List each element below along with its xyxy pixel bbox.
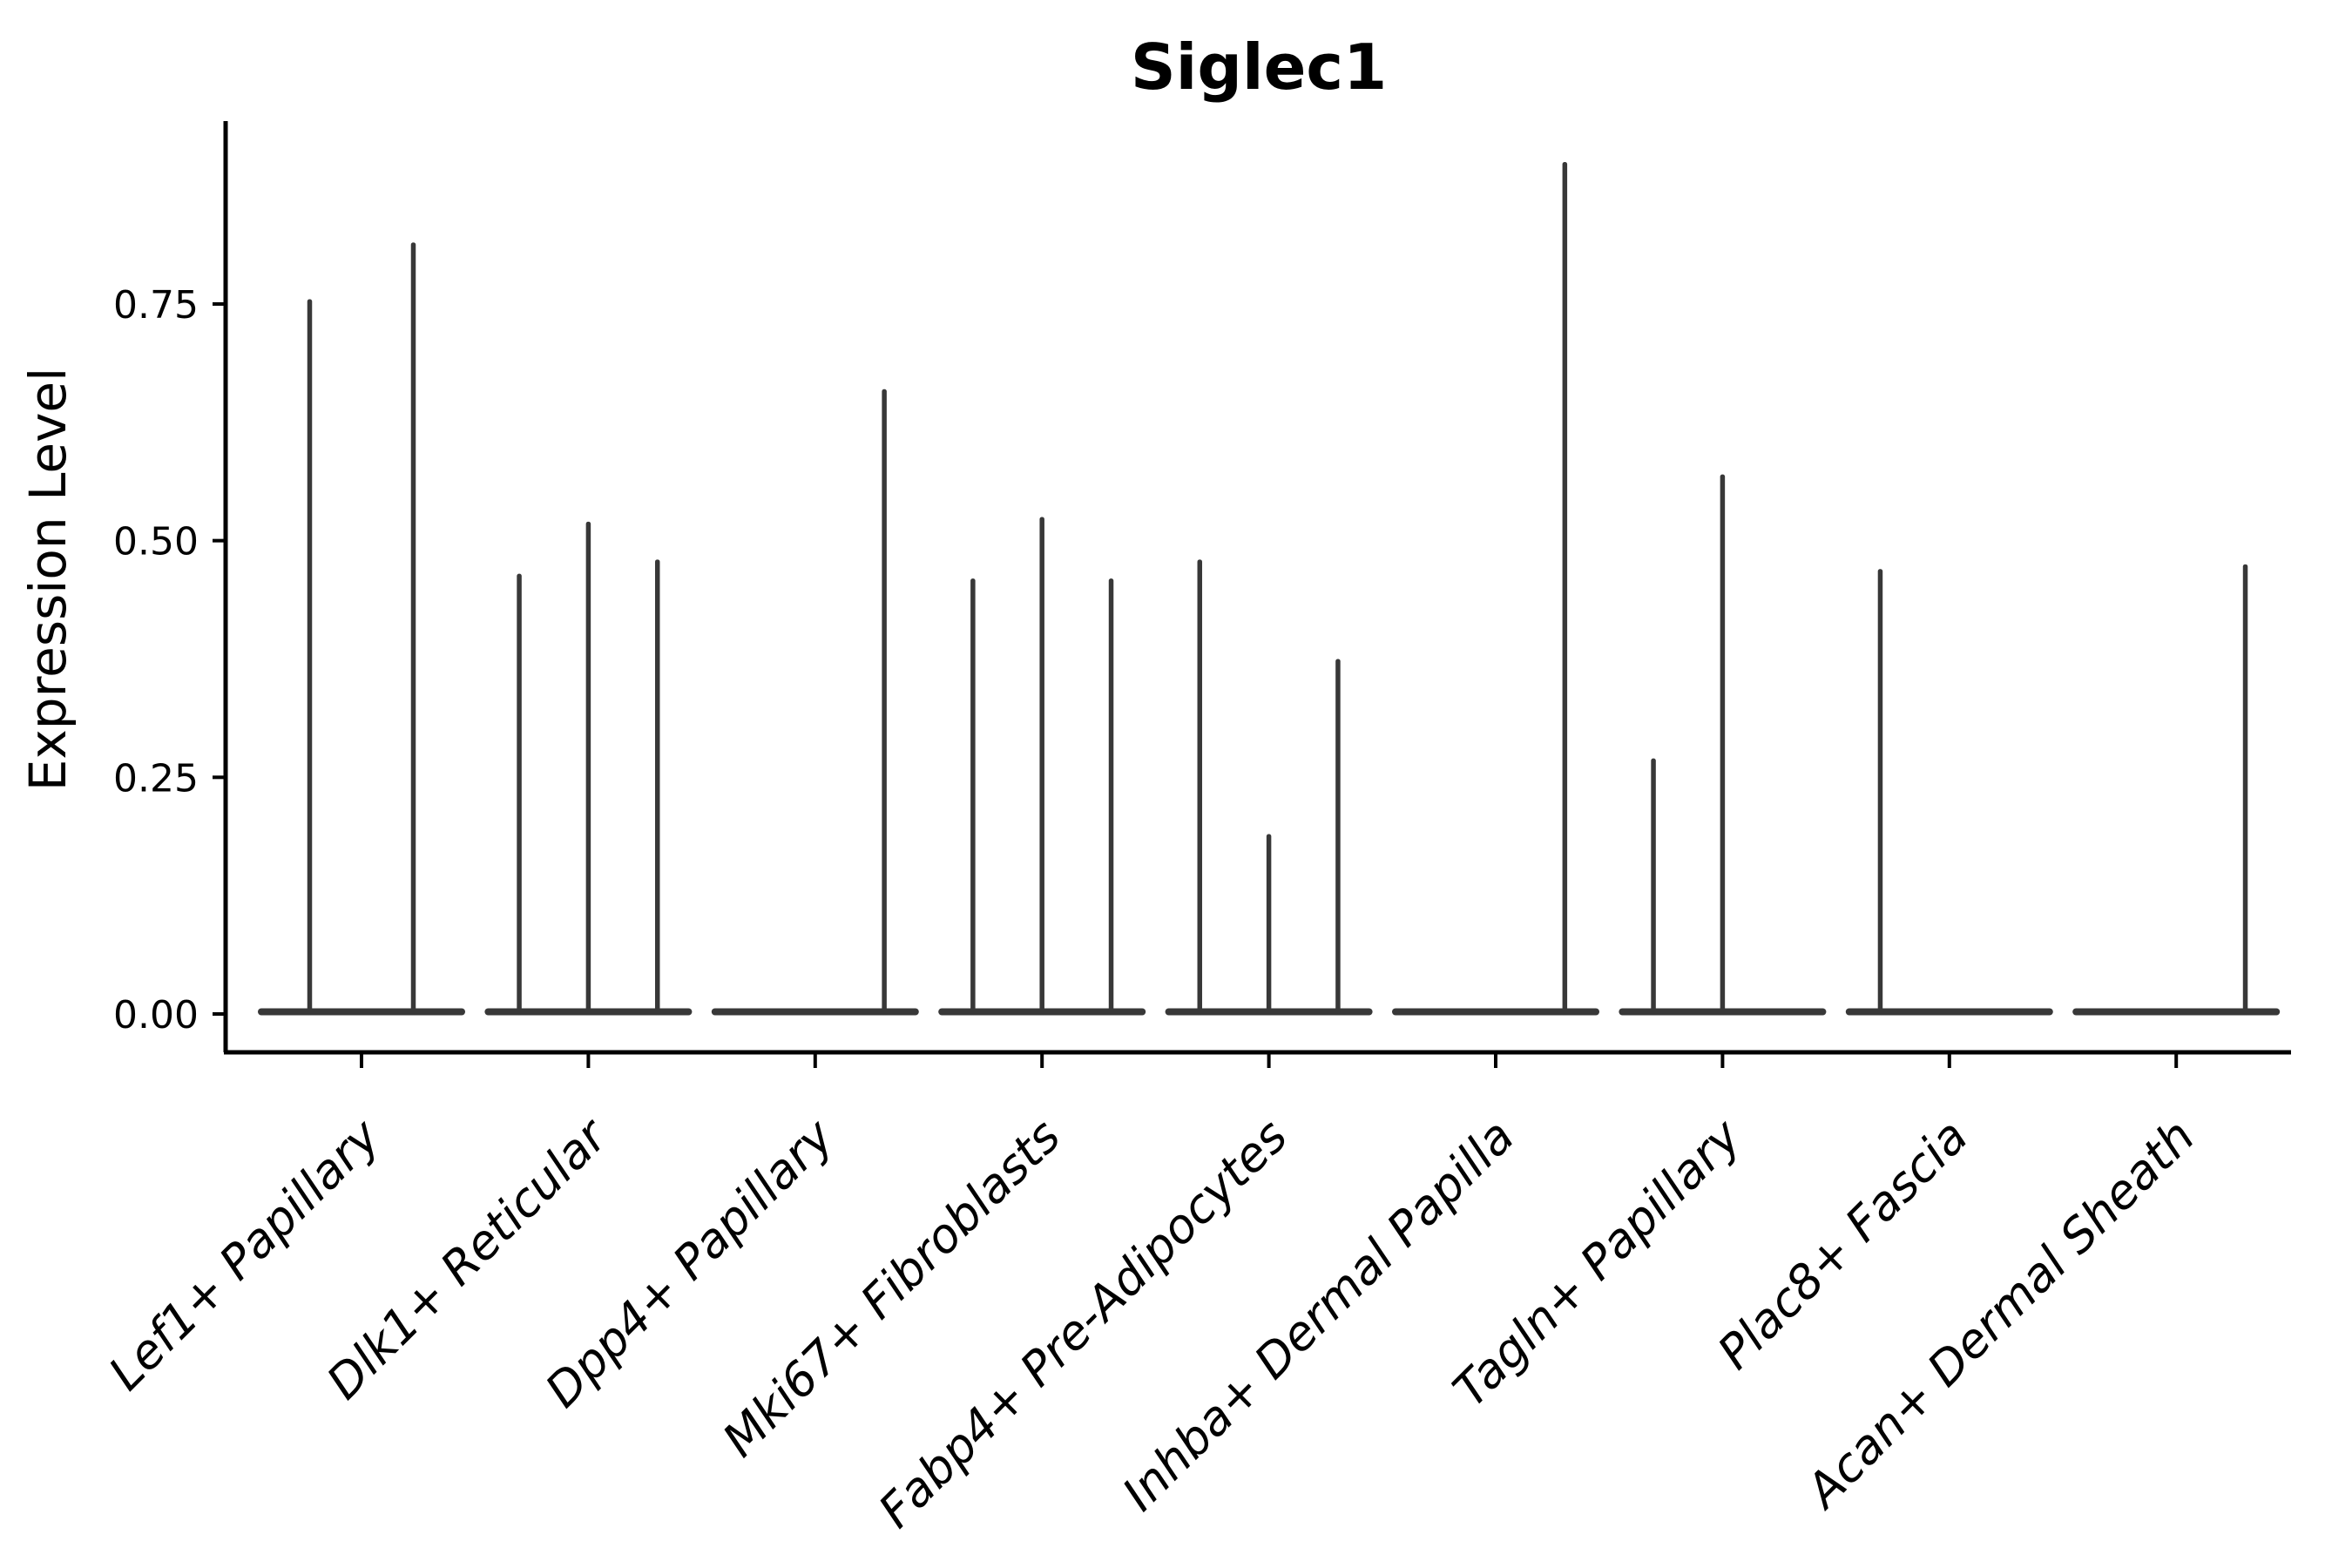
violin-spike (1197, 559, 1203, 1016)
y-tick-label: 0.25 (113, 756, 199, 801)
violin-spike (307, 299, 313, 1016)
y-tick-label: 0.75 (113, 283, 199, 328)
violin-spike (1335, 659, 1341, 1016)
violin-spike (410, 242, 416, 1016)
violin-base (1845, 1008, 2053, 1016)
violin-spike (1039, 517, 1044, 1016)
violin-spike (2242, 564, 2248, 1016)
y-axis-label: Expression Level (18, 368, 78, 791)
violin-layer (258, 161, 2281, 1016)
violin-base (1392, 1008, 1599, 1016)
violin-base (258, 1008, 465, 1016)
violin-spike (585, 521, 591, 1016)
violin-spike (970, 578, 976, 1016)
violin-spike (654, 559, 660, 1016)
violin-spike (1720, 474, 1726, 1016)
violin-spike (1266, 834, 1272, 1016)
violin-base (711, 1008, 919, 1016)
violin-spike (517, 573, 522, 1016)
violin-spike (1877, 569, 1883, 1016)
violin-spike (882, 389, 887, 1016)
violin-spike (1108, 578, 1114, 1016)
violin-base (2072, 1008, 2281, 1016)
y-tick-label: 0.50 (113, 520, 199, 564)
y-axis-ticks: 0.00 0.25 0.50 0.75 (113, 283, 226, 1037)
violin-spike (1651, 758, 1656, 1016)
violin-spike (1562, 161, 1568, 1016)
chart-title: Siglec1 (1131, 30, 1387, 104)
y-tick-label: 0.00 (113, 993, 199, 1037)
